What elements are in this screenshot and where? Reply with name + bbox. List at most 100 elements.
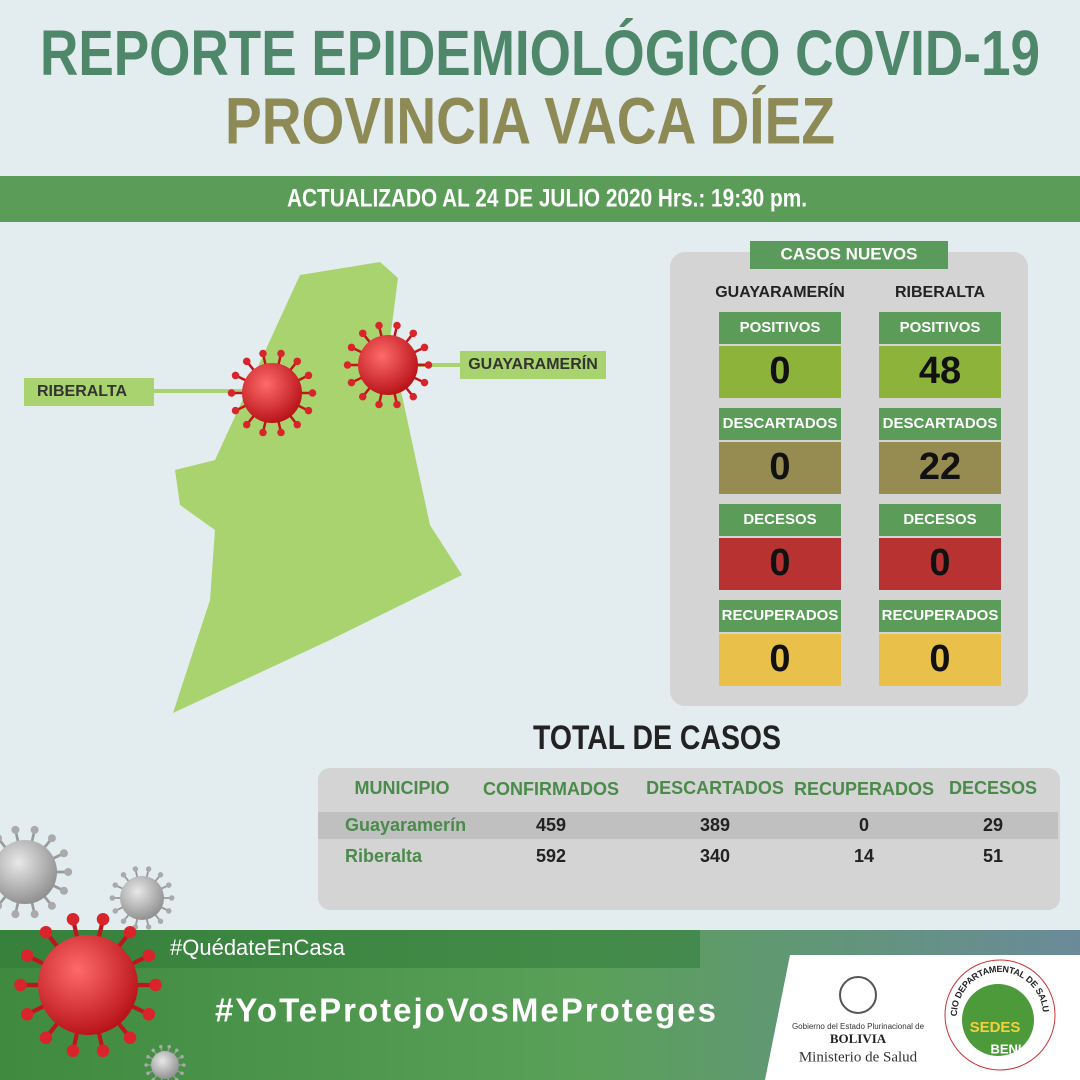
spike-tip	[375, 321, 383, 330]
spike-tip	[358, 329, 367, 338]
spike-tip	[175, 1048, 179, 1052]
item-value: 0	[769, 638, 790, 680]
spike-tip	[409, 329, 418, 338]
update-text: ACTUALIZADO AL 24 DE JULIO 2020 Hrs.: 19…	[287, 185, 807, 213]
virus-icon	[343, 321, 433, 409]
hashtag: #QuédateEnCasa	[170, 935, 346, 960]
table-cell: 29	[983, 815, 1003, 835]
label-box	[719, 312, 841, 344]
spike-tip	[259, 428, 267, 437]
municipio: Riberalta	[345, 846, 423, 866]
spike-tip	[167, 1044, 171, 1049]
map-label-box	[460, 351, 606, 379]
value-box	[879, 538, 1001, 590]
virus-body	[151, 1051, 179, 1079]
virus-icon	[14, 912, 162, 1058]
logo-text: Gobierno del Estado Plurinacional de	[792, 1022, 925, 1031]
label-box	[719, 408, 841, 440]
item-value: 48	[919, 350, 961, 392]
logo-text: BOLIVIA	[830, 1031, 887, 1046]
table-header: DESCARTADOS	[646, 778, 784, 798]
spike-tip	[145, 924, 152, 930]
table-header: DECESOS	[949, 778, 1037, 798]
subtitle: PROVINCIA VACA DÍEZ	[225, 83, 835, 157]
spike-tip	[149, 978, 162, 992]
item-label: POSITIVOS	[740, 319, 821, 336]
value-box	[719, 442, 841, 494]
logo-text: Ministerio de Salud	[799, 1049, 918, 1065]
value-box	[879, 634, 1001, 686]
value-box	[879, 346, 1001, 398]
table-cell: 14	[854, 846, 874, 866]
label-box	[719, 504, 841, 536]
new-cases: GUAYARAMERÍN POSITIVOS 0 DESCARTADOS 0 DECESO…	[715, 282, 1001, 686]
spike-tip	[30, 910, 39, 919]
hashtag: #YoTeProtejoVosMeProteges	[215, 992, 718, 1029]
spike-tip	[304, 406, 313, 415]
spike-tip	[120, 872, 127, 878]
spike-tip	[146, 1055, 150, 1059]
spike-tip	[168, 895, 175, 901]
spike-tip	[308, 389, 317, 397]
table-cell: 0	[859, 815, 869, 835]
spike-tip	[166, 882, 172, 888]
spike-tip	[358, 392, 367, 401]
spike-tip	[20, 949, 34, 962]
virus-body	[38, 935, 138, 1035]
spike-tip	[123, 1031, 137, 1045]
item-label: DESCARTADOS	[883, 415, 998, 432]
virus-body	[358, 335, 418, 395]
spike-tip	[96, 912, 110, 926]
item-value: 0	[929, 638, 950, 680]
spike-tip	[64, 868, 73, 876]
virus-body	[120, 876, 164, 920]
spike-tip	[277, 428, 285, 437]
spike-tip	[157, 918, 164, 924]
spike-tip	[293, 420, 302, 429]
spike-tip	[146, 1071, 150, 1075]
spike-tip	[112, 908, 118, 914]
row-shade	[318, 812, 1058, 839]
spike-tip	[20, 1008, 34, 1021]
label-box	[879, 408, 1001, 440]
spike-tip	[47, 901, 56, 910]
virus-icon	[144, 1044, 186, 1080]
map-label: RIBERALTA	[37, 383, 128, 400]
spike-tip	[11, 910, 20, 919]
spike-tip	[420, 343, 429, 352]
item-label: DECESOS	[903, 511, 976, 528]
spike-tip	[424, 361, 433, 369]
spike-tip	[409, 392, 418, 401]
column-header: RIBERALTA	[895, 284, 986, 301]
spike-tip	[231, 406, 240, 415]
sedes-emblem	[962, 984, 1034, 1056]
value-box	[719, 634, 841, 686]
sedes-ring	[944, 959, 1056, 1071]
spike-tip	[227, 389, 236, 397]
spike-tip	[96, 1044, 110, 1058]
spike-tip	[304, 371, 313, 380]
item-label: RECUPERADOS	[882, 607, 999, 624]
column-header: GUAYARAMERÍN	[715, 282, 845, 301]
value-box	[719, 346, 841, 398]
spike-tip	[109, 895, 116, 901]
spike-tip	[142, 1008, 156, 1021]
spike-tip	[242, 420, 251, 429]
spike-tip	[59, 849, 68, 858]
spike-tip	[393, 400, 401, 409]
table-header: RECUPERADOS	[794, 779, 934, 799]
item-label: POSITIVOS	[900, 319, 981, 336]
map-label: GUAYARAMERÍN	[468, 354, 598, 373]
spike-tip	[0, 902, 3, 910]
map-label-box	[24, 378, 154, 406]
value-box	[719, 538, 841, 590]
spike-tip	[47, 834, 56, 843]
spike-tip	[144, 1063, 148, 1067]
spike-tip	[166, 908, 172, 914]
spike-tip	[30, 825, 39, 834]
spike-tip	[120, 918, 127, 924]
new-cases-title: CASOS NUEVOS	[781, 244, 918, 263]
spike-tip	[66, 1044, 80, 1058]
spike-tip	[151, 1048, 155, 1052]
